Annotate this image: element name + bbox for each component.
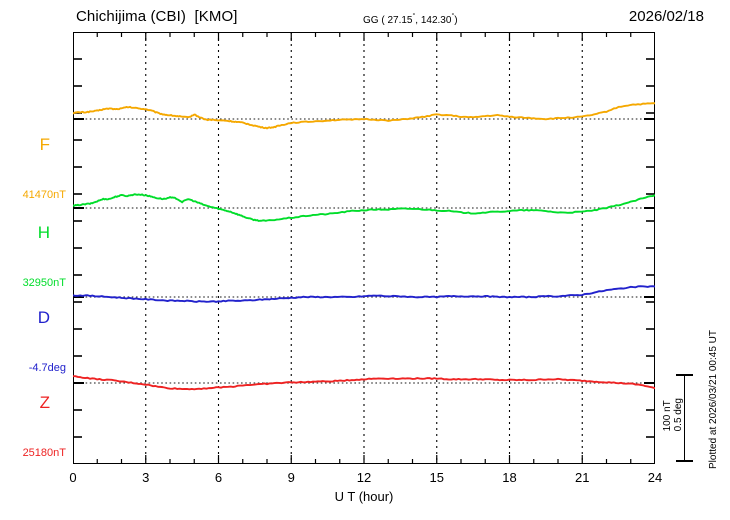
coords-suffix: ) <box>454 15 458 26</box>
component-baseline-z: 25180nT <box>22 447 66 459</box>
x-tick-label: 15 <box>429 470 444 485</box>
x-tick-label: 0 <box>69 470 77 485</box>
component-label-d: D -4.7deg <box>0 273 68 411</box>
x-tick-label: 6 <box>214 470 223 485</box>
degree-icon: ° <box>412 13 416 20</box>
component-label-h: H 32950nT <box>0 188 68 326</box>
scale-bar-label: 100 nT 0.5 deg <box>662 398 684 432</box>
x-tick-label: 9 <box>287 470 295 485</box>
component-baseline-d: -4.7deg <box>28 362 66 374</box>
page-title: Chichijima (CBI) [KMO] <box>76 8 238 25</box>
trace-d <box>73 285 655 303</box>
component-baseline-h: 32950nT <box>22 277 66 289</box>
plotted-at-label: Plotted at 2026/03/21 00:45 UT <box>708 330 719 469</box>
scale-bar-cap-bottom <box>676 460 693 462</box>
trace-h <box>73 193 655 222</box>
scale-bar-cap-top <box>676 374 693 376</box>
x-tick-label: 24 <box>647 470 663 485</box>
observation-date: 2026/02/18 <box>628 8 704 25</box>
coords-lon: , 142.30 <box>415 15 452 26</box>
x-tick-label: 12 <box>356 470 372 485</box>
component-label-z: Z 25180nT <box>0 358 68 496</box>
degree-icon: ° <box>451 13 455 20</box>
x-tick-label: 21 <box>575 470 590 485</box>
trace-z <box>73 375 655 391</box>
component-label-f: F 41470nT <box>0 100 68 238</box>
x-tick-label: 3 <box>142 470 150 485</box>
trace-f <box>73 102 655 130</box>
geographic-coordinates: GG ( 27.15°, 142.30°) <box>363 13 458 26</box>
component-letter-z: Z <box>39 393 50 412</box>
scale-bar-line <box>684 374 685 461</box>
component-letter-d: D <box>37 308 50 327</box>
x-tick-label: 18 <box>502 470 517 485</box>
component-letter-f: F <box>39 135 50 154</box>
component-letter-h: H <box>37 223 50 242</box>
coords-lat-prefix: GG ( 27.15 <box>363 15 413 26</box>
x-axis-title: U T (hour) <box>334 489 394 504</box>
magnetogram-plot <box>73 32 655 464</box>
component-baseline-f: 41470nT <box>22 189 66 201</box>
